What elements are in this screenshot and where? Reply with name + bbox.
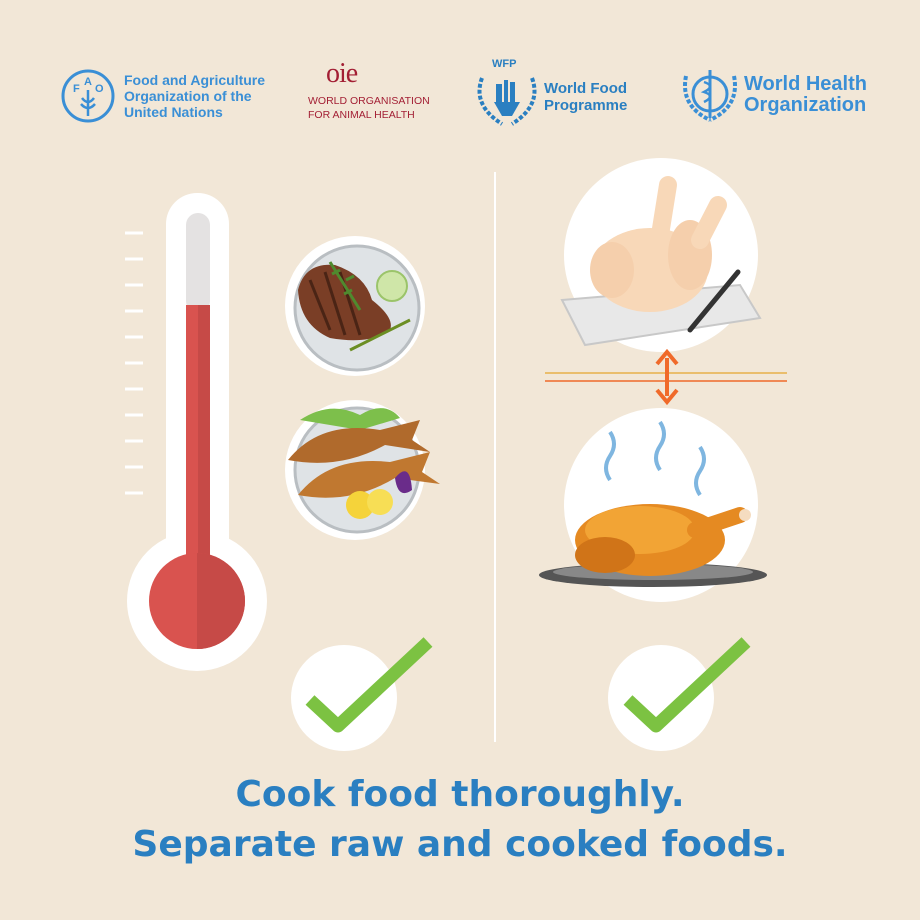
fao-name-line: United Nations [124,104,223,121]
who-logo: World Health Organization [680,66,870,126]
fao-name-line: Food and Agriculture [124,72,266,88]
oie-name-line: WORLD ORGANISATION [308,95,430,107]
wfp-acronym: WFP [492,58,517,70]
oie-logo: OIE WORLD ORGANISATION FOR ANIMAL HEALTH [308,58,438,122]
fao-name-line: Organization of the [124,88,252,105]
headline-line-2: Separate raw and cooked foods. [132,824,788,865]
who-name-line: Organization [744,94,867,116]
oie-mark: OIE [326,58,358,89]
who-emblem-icon [683,70,737,122]
svg-text:A: A [84,76,92,88]
grilled-fish-plate-icon [285,400,440,540]
cooked-chicken-icon [539,408,767,602]
wfp-wreath-icon [477,77,537,126]
svg-text:F: F [73,83,80,95]
checkmark-icon [608,637,751,751]
fao-emblem-icon: F A O [61,69,115,123]
checkmark-icon [291,637,433,751]
raw-chicken-icon [560,158,762,352]
headline-line-1: Cook food thoroughly. [235,774,685,815]
thermometer-icon [125,193,267,671]
wfp-name-line: Programme [544,97,628,115]
oie-name-line: FOR ANIMAL HEALTH [308,109,415,122]
grilled-steak-plate-icon [285,236,425,376]
who-name-line: World Health [744,73,867,95]
fao-logo: F A O Food and Agriculture Organization … [60,68,270,128]
svg-text:O: O [95,83,104,95]
separate-arrow-icon [545,348,787,406]
wfp-logo: WFP World Food Programme [472,58,642,128]
wfp-name-line: World Food [544,80,628,97]
